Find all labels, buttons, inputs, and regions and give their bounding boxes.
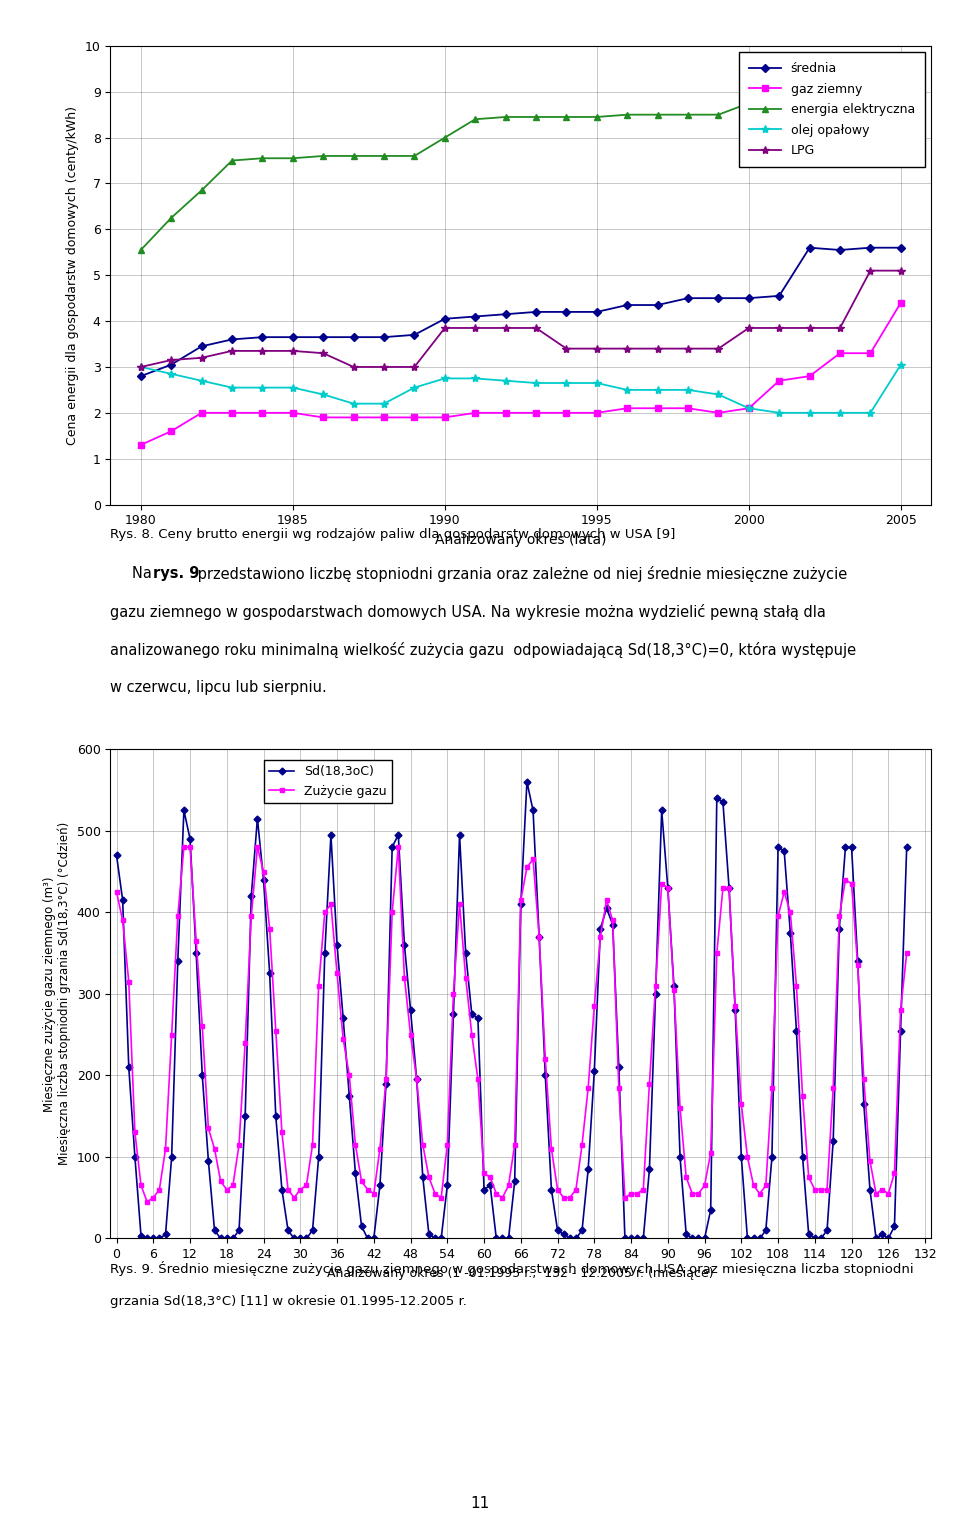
Zużycie gazu [643, 1075, 655, 1093]
Legend: średnia, gaz ziemny, energia elektryczna, olej opałowy, LPG: średnia, gaz ziemny, energia elektryczna… [739, 52, 924, 167]
Legend: Sd(18,3oC), Zużycie gazu: Sd(18,3oC), Zużycie gazu [264, 760, 392, 803]
Zużycie gazu [742, 1148, 754, 1167]
Sd(18,3oC) [534, 928, 545, 946]
Sd(18,3oC) [900, 838, 912, 856]
Text: grzania Sd(18,3°C) [11] w okresie 01.1995-12.2005 r.: grzania Sd(18,3°C) [11] w okresie 01.199… [110, 1295, 468, 1309]
Text: Rys. 8. Ceny brutto energii wg rodzajów paliw dla gospodarstw domowych w USA [9]: Rys. 8. Ceny brutto energii wg rodzajów … [110, 528, 676, 541]
Text: 11: 11 [470, 1495, 490, 1511]
Zużycie gazu [460, 968, 471, 986]
Sd(18,3oC) [705, 1200, 716, 1219]
Zużycie gazu [110, 882, 122, 901]
Text: analizowanego roku minimalną wielkość zużycia gazu  odpowiadającą Sd(18,3°C)=0, : analizowanego roku minimalną wielkość zu… [110, 642, 856, 657]
Zużycie gazu [337, 1029, 348, 1047]
Text: gazu ziemnego w gospodarstwach domowych USA. Na wykresie można wydzielić pewną s: gazu ziemnego w gospodarstwach domowych … [110, 604, 827, 619]
Line: Zużycie gazu: Zużycie gazu [114, 844, 909, 1205]
Sd(18,3oC) [454, 826, 466, 844]
Text: Na: Na [132, 566, 156, 581]
Text: przedstawiono liczbę stopniodni grzania oraz zależne od niej średnie miesięczne : przedstawiono liczbę stopniodni grzania … [193, 566, 848, 581]
Sd(18,3oC) [331, 936, 343, 954]
Text: rys. 9: rys. 9 [153, 566, 199, 581]
Line: Sd(18,3oC): Sd(18,3oC) [114, 780, 909, 1242]
Zużycie gazu [900, 943, 912, 962]
Zużycie gazu [705, 1144, 716, 1162]
Y-axis label: Miesięczne zużycie gazu ziemnego (m³)
Miesięczna liczba stopniodni grzania Sd(18: Miesięczne zużycie gazu ziemnego (m³) Mi… [42, 823, 71, 1165]
Y-axis label: Cena energii dla gospodarstw domowych (centy/kWh): Cena energii dla gospodarstw domowych (c… [66, 106, 80, 445]
Sd(18,3oC) [521, 772, 533, 790]
X-axis label: Analizowany okres (lata): Analizowany okres (lata) [435, 532, 607, 547]
Zużycie gazu [179, 838, 190, 856]
Zużycie gazu [534, 928, 545, 946]
Text: w czerwcu, lipcu lub sierpniu.: w czerwcu, lipcu lub sierpniu. [110, 680, 327, 696]
Sd(18,3oC) [742, 1229, 754, 1248]
Zużycie gazu [141, 1193, 153, 1211]
Sd(18,3oC) [141, 1229, 153, 1248]
Sd(18,3oC) [110, 846, 122, 864]
Sd(18,3oC) [643, 1161, 655, 1179]
Text: Rys. 9. Średnio miesięczne zużycie gazu ziemnego w gospodarstwach domowych USA o: Rys. 9. Średnio miesięczne zużycie gazu … [110, 1261, 914, 1277]
X-axis label: Analizowany okres (1 -01.1995 r.,  132 - 12.2005 r. (miesiące): Analizowany okres (1 -01.1995 r., 132 - … [327, 1266, 714, 1280]
